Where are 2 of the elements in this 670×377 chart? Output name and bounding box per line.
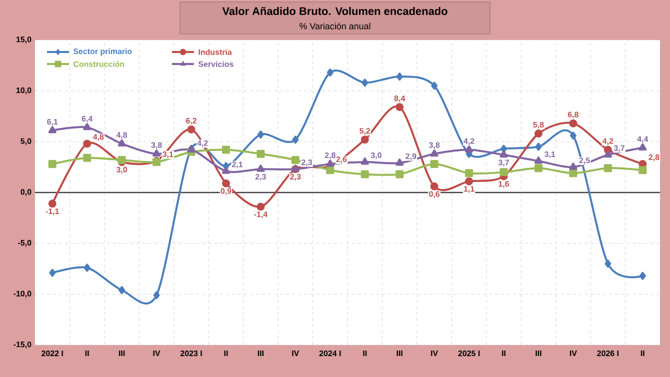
chart-title: Valor Añadido Bruto. Volumen encadenado [222, 6, 448, 16]
chart-subtitle: % Variación anual [300, 22, 370, 30]
